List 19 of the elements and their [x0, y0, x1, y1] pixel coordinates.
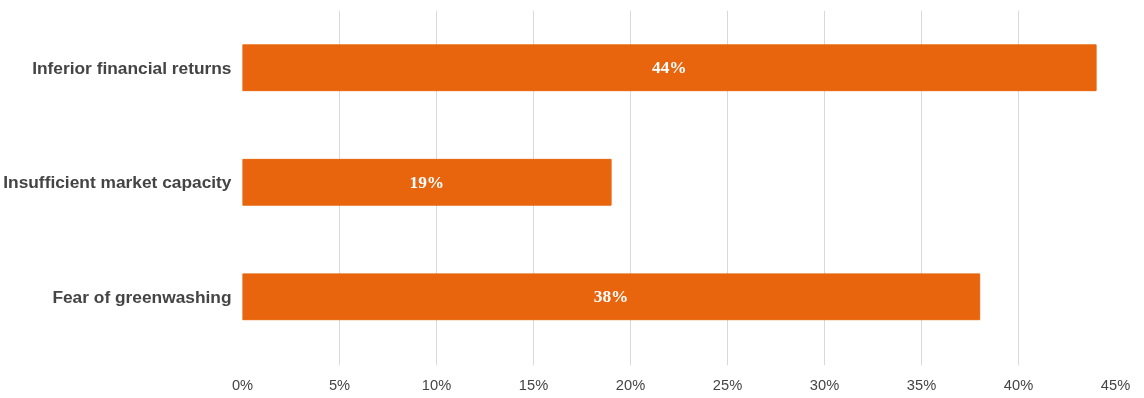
x-tick-label: 0% [231, 376, 254, 393]
x-tick-label: 25% [712, 376, 743, 393]
x-tick-label: 10% [421, 376, 452, 393]
y-tick-label: Insufficient market capacity [3, 172, 232, 193]
x-tick-label: 45% [1100, 376, 1131, 393]
x-tick-label: 20% [615, 376, 646, 393]
bar [242, 158, 612, 206]
bar [242, 44, 1097, 92]
y-tick-label: Fear of greenwashing [52, 286, 232, 307]
x-tick-label: 40% [1003, 376, 1034, 393]
data-label: 38% [593, 287, 629, 307]
y-tick-label: Inferior financial returns [32, 57, 232, 78]
x-tick-label: 30% [809, 376, 840, 393]
bar [242, 273, 981, 321]
data-label: 19% [409, 172, 445, 192]
x-tick-label: 15% [518, 376, 549, 393]
x-tick-label: 35% [906, 376, 937, 393]
x-tick-label: 5% [328, 376, 351, 393]
data-label: 44% [651, 58, 687, 78]
